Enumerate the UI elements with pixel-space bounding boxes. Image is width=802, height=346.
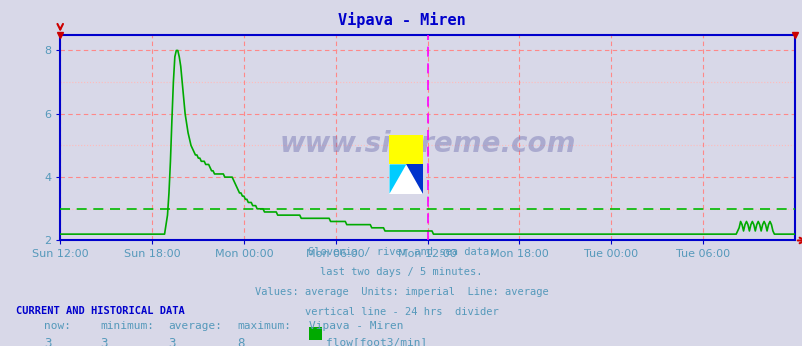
Text: last two days / 5 minutes.: last two days / 5 minutes. [320,267,482,277]
Text: 8: 8 [237,337,244,346]
Polygon shape [389,164,406,194]
Text: 3: 3 [100,337,107,346]
Polygon shape [406,164,423,194]
Text: CURRENT AND HISTORICAL DATA: CURRENT AND HISTORICAL DATA [16,306,184,316]
Text: Values: average  Units: imperial  Line: average: Values: average Units: imperial Line: av… [254,287,548,297]
Text: www.si-vreme.com: www.si-vreme.com [279,130,575,158]
Text: Slovenia / river and sea data.: Slovenia / river and sea data. [307,247,495,257]
Text: 3: 3 [44,337,51,346]
Text: flow[foot3/min]: flow[foot3/min] [326,337,427,346]
Text: maximum:: maximum: [237,321,290,331]
Text: 3: 3 [168,337,176,346]
Text: vertical line - 24 hrs  divider: vertical line - 24 hrs divider [304,307,498,317]
Text: Vipava - Miren: Vipava - Miren [337,12,465,28]
Text: average:: average: [168,321,222,331]
Text: minimum:: minimum: [100,321,154,331]
Polygon shape [389,135,423,164]
Text: now:: now: [44,321,71,331]
Text: Vipava - Miren: Vipava - Miren [309,321,403,331]
